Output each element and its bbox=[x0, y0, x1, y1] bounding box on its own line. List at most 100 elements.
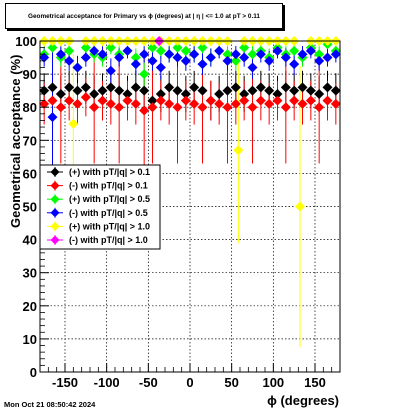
data-point bbox=[172, 42, 183, 53]
data-point bbox=[189, 49, 200, 60]
data-point bbox=[139, 49, 150, 60]
data-point bbox=[289, 45, 300, 56]
legend-marker bbox=[50, 181, 60, 191]
data-point bbox=[47, 112, 58, 123]
data-point bbox=[180, 88, 191, 99]
y-tick-label: 100 bbox=[15, 34, 37, 49]
data-point bbox=[189, 82, 200, 93]
data-point bbox=[105, 42, 116, 53]
data-point bbox=[64, 55, 75, 66]
data-point bbox=[322, 95, 333, 106]
data-point bbox=[330, 49, 341, 60]
data-point bbox=[130, 82, 141, 93]
legend-marker bbox=[50, 194, 60, 204]
data-point bbox=[230, 82, 241, 93]
data-point bbox=[322, 52, 333, 63]
data-point bbox=[264, 98, 275, 109]
legend-marker bbox=[50, 208, 60, 218]
data-point bbox=[247, 102, 258, 113]
data-point bbox=[105, 82, 116, 93]
data-point bbox=[80, 82, 91, 93]
data-point bbox=[197, 85, 208, 96]
data-point bbox=[164, 98, 175, 109]
data-point bbox=[55, 102, 66, 113]
data-point bbox=[80, 42, 91, 53]
data-point bbox=[105, 98, 116, 109]
data-point bbox=[97, 95, 108, 106]
y-tick-label: 60 bbox=[23, 166, 37, 181]
data-point bbox=[297, 98, 308, 109]
legend-marker bbox=[50, 167, 60, 177]
legend-label: (+) with pT/|q| > 0.5 bbox=[69, 194, 150, 204]
data-point bbox=[114, 52, 125, 63]
data-markers bbox=[39, 36, 341, 212]
data-point bbox=[305, 95, 316, 106]
data-point bbox=[289, 85, 300, 96]
y-tick-label: 20 bbox=[23, 299, 37, 314]
data-point bbox=[230, 49, 241, 60]
data-point bbox=[122, 45, 133, 56]
data-point bbox=[155, 88, 166, 99]
y-tick-labels: 0 10 20 30 40 50 60 70 80 90 100 bbox=[15, 34, 37, 380]
data-point bbox=[214, 45, 225, 56]
data-point bbox=[147, 42, 158, 53]
data-point bbox=[222, 102, 233, 113]
legend-label: (+) with pT/|q| > 0.1 bbox=[69, 167, 150, 177]
data-point bbox=[64, 82, 75, 93]
data-point bbox=[89, 88, 100, 99]
data-point bbox=[205, 95, 216, 106]
data-point bbox=[314, 55, 325, 66]
data-point bbox=[297, 49, 308, 60]
data-point bbox=[130, 59, 141, 70]
data-point bbox=[39, 98, 50, 109]
data-point bbox=[155, 45, 166, 56]
data-point bbox=[214, 98, 225, 109]
data-point bbox=[122, 88, 133, 99]
data-point bbox=[80, 52, 91, 63]
data-point bbox=[305, 85, 316, 96]
legend: (+) with pT/|q| > 0.1 (-) with pT/|q| > 0… bbox=[39, 164, 161, 250]
data-point bbox=[272, 45, 283, 56]
data-point bbox=[247, 49, 258, 60]
data-point bbox=[255, 95, 266, 106]
legend-box bbox=[39, 164, 161, 250]
x-axis-label: ϕ (degrees) bbox=[267, 393, 339, 408]
data-point bbox=[97, 49, 108, 60]
data-point bbox=[247, 85, 258, 96]
data-point bbox=[289, 59, 300, 70]
y-tick-label: 90 bbox=[23, 67, 37, 82]
data-point bbox=[314, 49, 325, 60]
data-point bbox=[39, 52, 50, 63]
data-point bbox=[239, 88, 250, 99]
x-tick-label: 150 bbox=[304, 375, 326, 390]
data-point bbox=[72, 85, 83, 96]
data-point bbox=[47, 82, 58, 93]
y-tick-label: 0 bbox=[30, 365, 37, 380]
data-point bbox=[64, 95, 75, 106]
legend-marker bbox=[50, 221, 60, 231]
legend-marker bbox=[50, 235, 60, 245]
data-point bbox=[222, 49, 233, 60]
timestamp: Mon Oct 21 08:50:42 2024 bbox=[4, 400, 96, 409]
data-point bbox=[80, 92, 91, 103]
data-point bbox=[230, 55, 241, 66]
data-point bbox=[330, 98, 341, 109]
data-point bbox=[280, 52, 291, 63]
data-point bbox=[197, 102, 208, 113]
data-point bbox=[72, 62, 83, 73]
data-point bbox=[47, 95, 58, 106]
data-point bbox=[295, 201, 305, 212]
data-point bbox=[68, 118, 79, 129]
data-point bbox=[255, 49, 266, 60]
data-point bbox=[172, 85, 183, 96]
data-point bbox=[114, 85, 125, 96]
chart-title-box: Geometrical acceptance for Primary vs ϕ … bbox=[5, 3, 283, 29]
data-point bbox=[55, 49, 66, 60]
legend-label: (-) with pT/|q| > 0.5 bbox=[69, 208, 148, 218]
data-point bbox=[222, 55, 233, 66]
data-point bbox=[230, 98, 241, 109]
data-point bbox=[322, 82, 333, 93]
data-point bbox=[197, 42, 208, 53]
x-tick-label: -100 bbox=[94, 375, 120, 390]
data-point bbox=[139, 69, 150, 80]
